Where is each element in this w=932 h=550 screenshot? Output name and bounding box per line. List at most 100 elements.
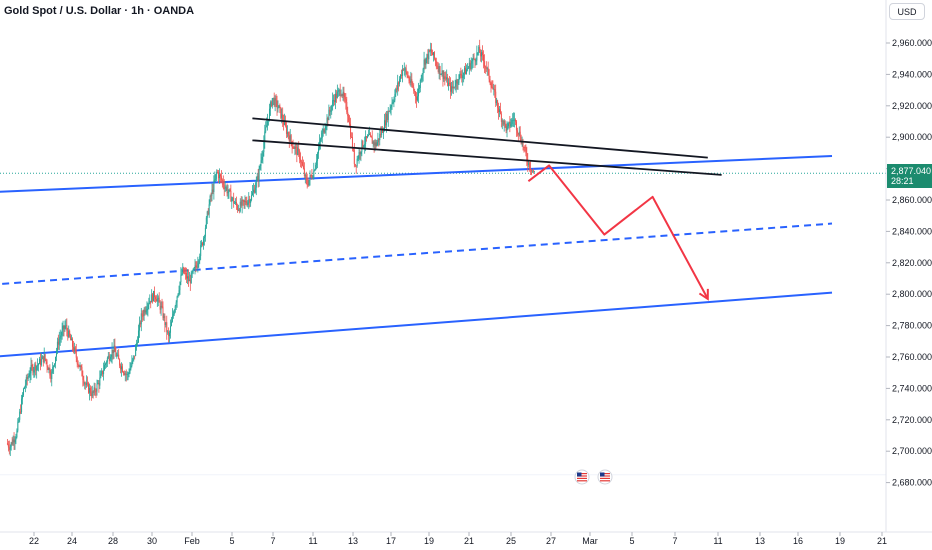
candle-down (293, 147, 295, 149)
candle-down (217, 172, 219, 173)
candle-down (72, 346, 74, 352)
candle-up (61, 329, 63, 336)
candle-down (288, 136, 290, 142)
candle-down (275, 98, 277, 101)
candle-down (491, 87, 493, 89)
candle-up (117, 354, 119, 356)
candle-down (120, 365, 122, 370)
candle-down (114, 345, 116, 352)
candle-down (246, 203, 248, 205)
candle-up (147, 304, 149, 310)
candle-up (360, 151, 362, 155)
candle-up (19, 411, 21, 420)
candle-up (64, 325, 66, 329)
candle-down (402, 69, 404, 71)
candle-up (332, 100, 334, 106)
candle-up (106, 358, 108, 363)
candle-down (279, 105, 281, 108)
candle-up (38, 364, 40, 366)
candle-up (401, 69, 403, 76)
candle-up (422, 68, 424, 75)
candle-down (45, 358, 47, 362)
candle-up (452, 86, 454, 89)
candle-up (199, 256, 201, 261)
candle-up (433, 52, 435, 56)
x-tick-label: 19 (835, 536, 845, 546)
candle-up (318, 148, 320, 154)
candle-up (200, 245, 202, 257)
trendlines (252, 117, 722, 176)
candle-down (398, 82, 400, 84)
candle-down (44, 354, 46, 359)
candle-up (472, 57, 474, 62)
candle-up (361, 140, 363, 152)
candle-down (75, 350, 77, 358)
flag-stripe (600, 475, 610, 477)
candle-down (119, 359, 121, 366)
candle-down (453, 86, 455, 88)
candle-up (79, 365, 81, 367)
candle-up (37, 365, 39, 367)
candle-up (426, 54, 428, 58)
candle-up (441, 70, 443, 75)
candle-up (188, 279, 190, 282)
candle-up (368, 133, 370, 136)
candle-up (216, 172, 218, 175)
candle-down (50, 375, 52, 379)
candle-up (234, 203, 236, 204)
candle-down (238, 209, 240, 212)
candle-down (164, 315, 166, 325)
candle-down (154, 297, 156, 300)
candle-up (267, 121, 269, 126)
candle-down (334, 100, 336, 103)
candle-up (481, 52, 483, 57)
candle-up (423, 59, 425, 69)
candle-up (54, 363, 56, 366)
candle-down (350, 136, 352, 138)
candle-up (167, 331, 169, 333)
candle-down (396, 88, 398, 90)
candle-up (493, 89, 495, 90)
candle-up (462, 75, 464, 79)
candle-down (492, 87, 494, 90)
candle-down (303, 168, 305, 177)
candle-up (111, 349, 113, 357)
candle-up (190, 272, 192, 284)
candle-up (252, 189, 254, 193)
candle-up (103, 370, 105, 375)
candle-down (47, 366, 49, 371)
candle-up (126, 374, 128, 375)
candle-up (331, 105, 333, 112)
candle-up (383, 130, 385, 133)
candle-up (86, 382, 88, 385)
candle-up (325, 126, 327, 130)
candle-up (241, 200, 243, 206)
candle-down (108, 355, 110, 361)
candle-up (84, 383, 86, 385)
flag-badge (574, 469, 590, 485)
candle-down (370, 135, 372, 138)
candle-down (87, 382, 89, 384)
candle-up (363, 146, 365, 148)
candle-down (344, 97, 346, 99)
candle-up (99, 377, 101, 386)
candle-down (405, 68, 407, 72)
y-tick-label: 2,940.000 (892, 69, 932, 79)
candle-up (259, 165, 261, 169)
grid (0, 172, 886, 476)
candle-up (239, 201, 241, 212)
candle-down (233, 197, 235, 204)
flag-stripe (577, 477, 587, 479)
candle-up (531, 170, 533, 172)
candle-down (473, 57, 475, 60)
countdown-value: 28:21 (891, 176, 914, 186)
candle-up (110, 356, 112, 360)
candle-down (220, 176, 222, 180)
y-tick-label: 2,740.000 (892, 383, 932, 393)
candle-down (95, 391, 97, 393)
candle-up (27, 376, 29, 379)
candle-up (286, 132, 288, 134)
candle-up (43, 354, 45, 363)
currency-button[interactable]: USD (889, 3, 925, 20)
